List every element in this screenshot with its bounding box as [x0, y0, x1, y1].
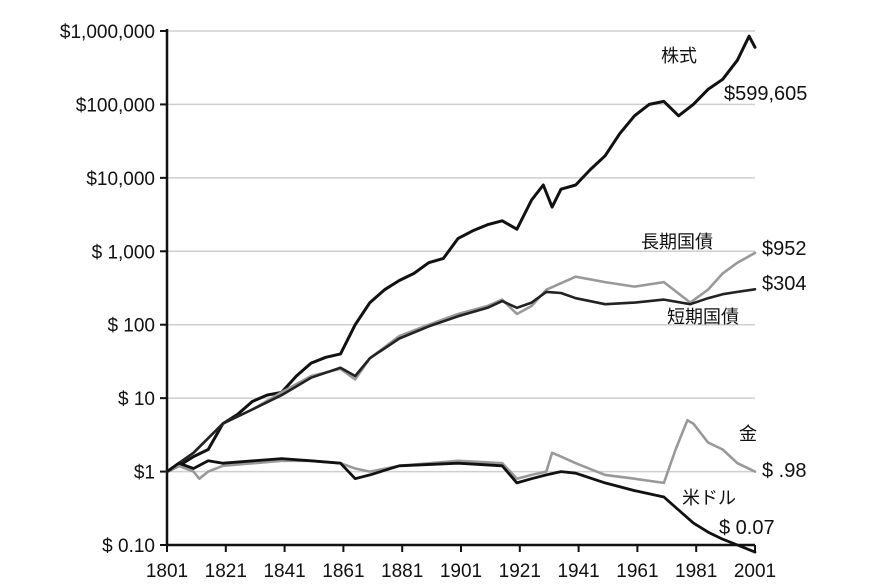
- x-tick-label: 1961: [616, 561, 658, 582]
- x-tick-label: 1921: [499, 561, 541, 582]
- series-end-value-bills: $304: [762, 273, 807, 295]
- x-tick-label: 2001: [734, 561, 776, 582]
- y-tick-label: $ 10: [118, 389, 155, 410]
- y-tick-label: $1: [134, 463, 155, 484]
- y-tick-label: $ 100: [107, 316, 155, 337]
- series-line-dollar: [165, 457, 757, 554]
- series-end-value-gold: $ .98: [762, 460, 806, 482]
- x-tick-label: 1841: [263, 561, 305, 582]
- y-tick-label: $100,000: [76, 95, 155, 116]
- series-name-bonds: 長期国債: [641, 232, 713, 253]
- x-tick-label: 1801: [146, 561, 188, 582]
- series-name-bills: 短期国債: [667, 307, 739, 328]
- grid-lines: [167, 30, 755, 473]
- series-end-value-bonds: $952: [762, 238, 807, 260]
- axes: $ 0.10 $1 $ 10 $ 100 $ 1,000 $10,000 $100,000 $…: [60, 22, 776, 582]
- y-tick-label: $1,000,000: [60, 22, 155, 43]
- series-line-gold: [165, 418, 757, 485]
- x-tick-label: 1941: [557, 561, 599, 582]
- x-tick-label: 1861: [322, 561, 364, 582]
- y-tick-label: $ 1,000: [92, 242, 155, 263]
- x-tick-label: 1901: [440, 561, 482, 582]
- series-name-stocks: 株式: [661, 46, 697, 67]
- series-line-stocks: [165, 34, 757, 474]
- x-tick-label: 1881: [381, 561, 423, 582]
- series-end-value-stocks: $599,605: [724, 83, 807, 105]
- labels: 株式 $599,605 長期国債 $952 短期国債 $304 金$ .98 米ドル $ 0.0…: [641, 46, 807, 539]
- series-line-bills: [165, 287, 757, 473]
- series-line-bonds: [165, 251, 757, 473]
- series-name-gold: 金: [739, 424, 757, 445]
- series-name-dollar: 米ドル: [682, 488, 736, 509]
- x-tick-label: 1821: [205, 561, 247, 582]
- y-tick-label: $10,000: [86, 169, 155, 190]
- series-end-value-dollar: $ 0.07: [719, 517, 775, 539]
- x-tick-label: 1981: [675, 561, 717, 582]
- series-lines: [165, 34, 757, 554]
- y-tick-label: $ 0.10: [102, 536, 155, 557]
